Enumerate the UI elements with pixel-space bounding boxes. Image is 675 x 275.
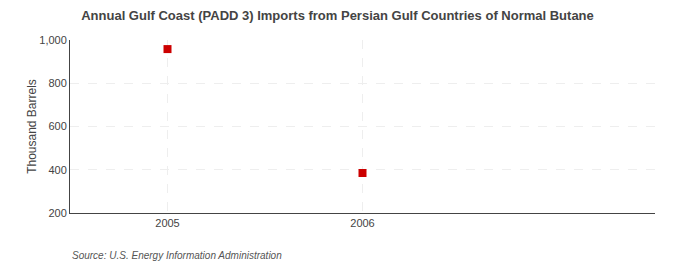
svg-text:1,000: 1,000 bbox=[39, 34, 67, 46]
svg-text:Annual Gulf Coast (PADD 3) Imp: Annual Gulf Coast (PADD 3) Imports from … bbox=[81, 8, 594, 23]
svg-text:400: 400 bbox=[48, 164, 66, 176]
svg-text:600: 600 bbox=[48, 120, 66, 132]
svg-text:2006: 2006 bbox=[350, 217, 374, 229]
svg-text:Source: U.S. Energy Informatio: Source: U.S. Energy Information Administ… bbox=[72, 250, 282, 261]
svg-text:800: 800 bbox=[48, 77, 66, 89]
svg-text:200: 200 bbox=[48, 207, 66, 219]
svg-text:Thousand Barrels: Thousand Barrels bbox=[25, 79, 39, 174]
svg-text:2005: 2005 bbox=[155, 217, 179, 229]
